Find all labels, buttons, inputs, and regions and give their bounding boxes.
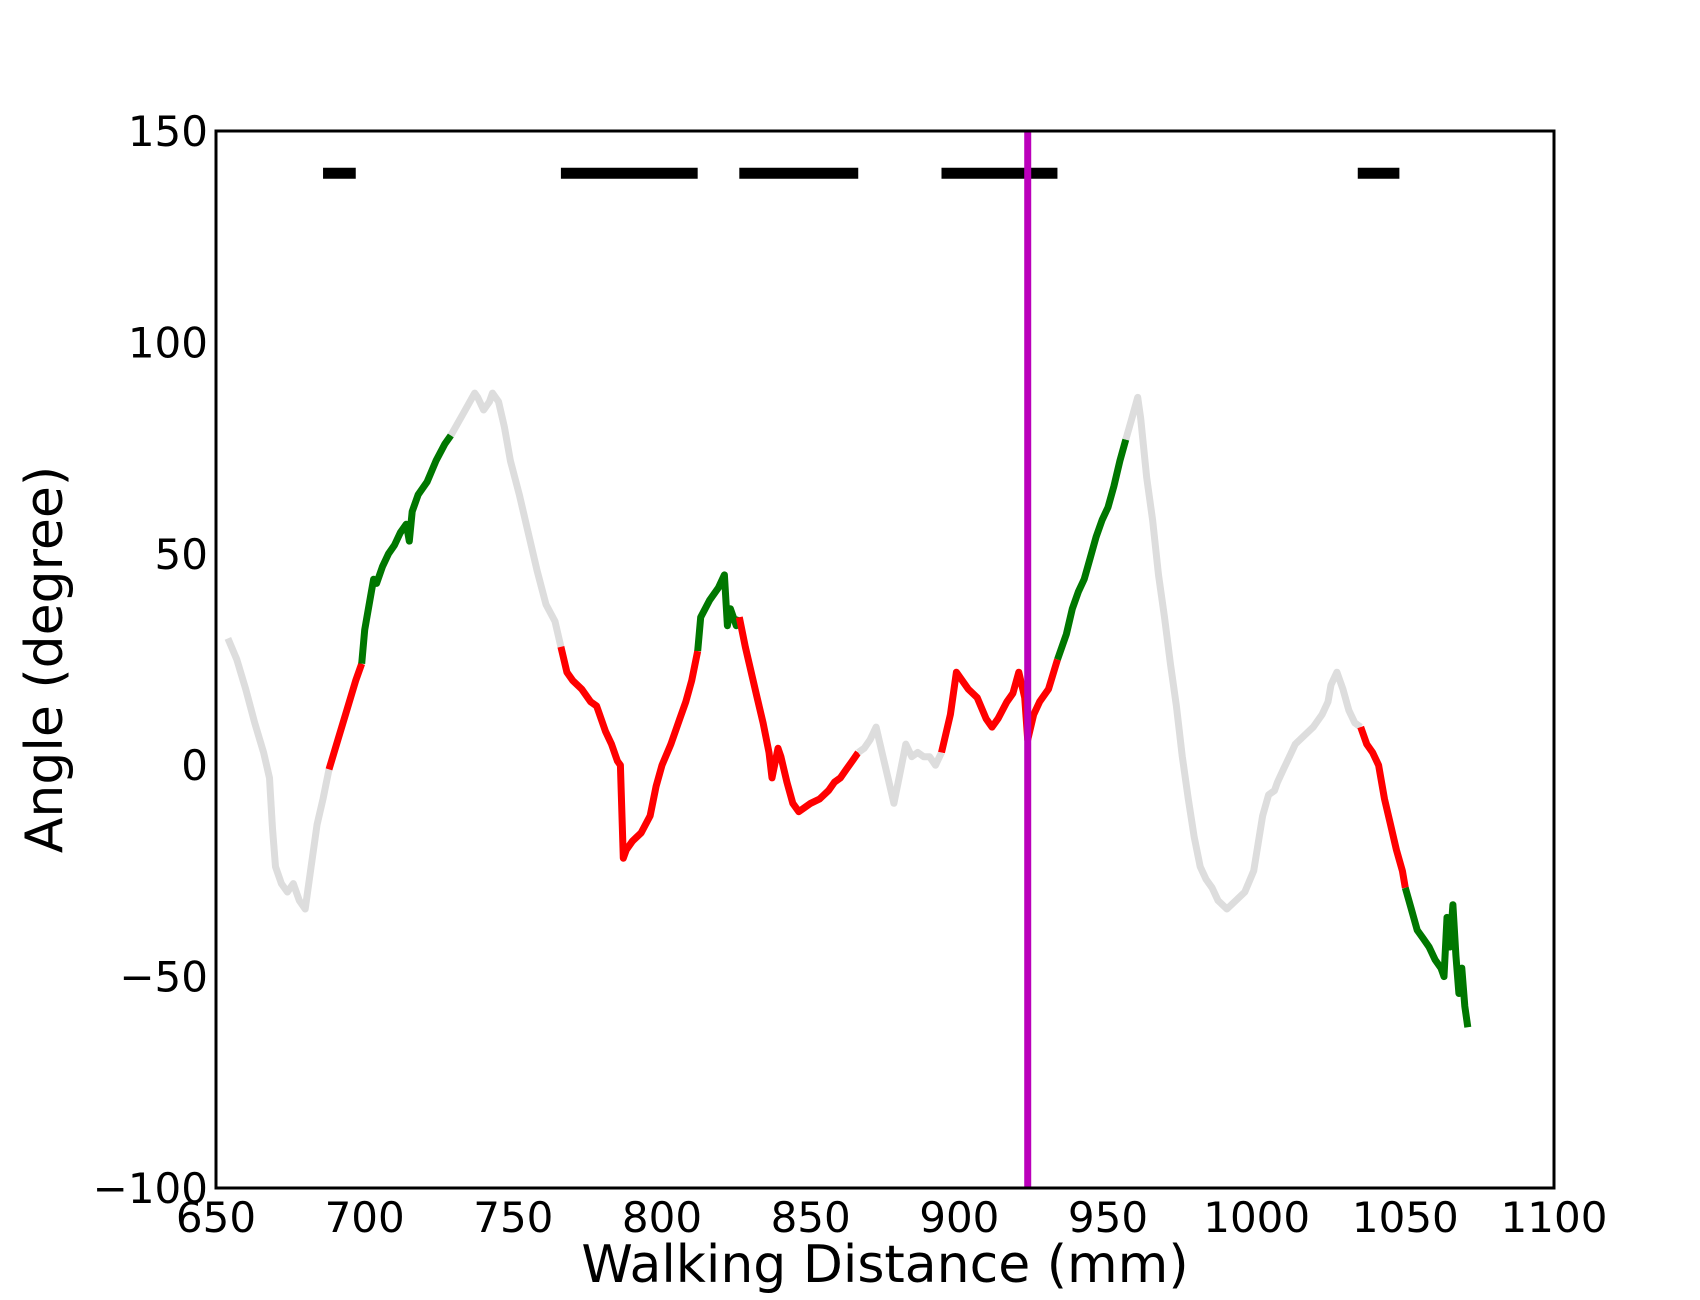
series-line-7-red [735,616,862,816]
x-axis-ticks: 650 700 750 800 850 900 950 1000 1050 1100 [176,1193,1608,1242]
y-tick-label: −50 [119,953,208,1002]
x-tick-label: 1100 [1501,1193,1608,1242]
x-tick-label: 800 [622,1193,702,1242]
x-axis-title: Walking Distance (mm) [581,1235,1188,1295]
x-tick-label: 750 [473,1193,553,1242]
series-line-11-gray [1122,393,1363,913]
y-tick-label: 0 [181,741,208,790]
y-axis-title: Angle (degree) [15,466,75,853]
x-tick-label: 850 [771,1193,851,1242]
series-line-13-green [1401,886,1472,1028]
series-line-9-red [938,658,1061,754]
series-line-4-gray [447,389,565,648]
y-tick-label: 150 [128,107,208,156]
x-tick-label: 950 [1068,1193,1148,1242]
x-tick-label: 700 [325,1193,405,1242]
series-line-6-green [694,571,743,652]
series-line-12-red [1357,725,1409,889]
x-tick-label: 650 [176,1193,256,1242]
x-tick-label: 1050 [1352,1193,1459,1242]
x-tick-label: 900 [919,1193,999,1242]
y-tick-label: −100 [93,1164,208,1213]
x-tick-label: 1000 [1203,1193,1310,1242]
series-line-8-gray [856,723,945,807]
series-line-3-green [358,433,454,665]
series-line-2-red [325,662,365,771]
y-axis-ticks: 150 100 50 0 −50 −100 [93,107,208,1213]
y-tick-label: 50 [155,530,208,579]
series-layer [224,389,1472,1028]
series-line-10-green [1054,438,1130,661]
series-line-1-gray [224,637,333,913]
series-line-5-red [557,645,702,862]
plot-frame [214,129,1556,1190]
y-tick-label: 100 [128,318,208,367]
